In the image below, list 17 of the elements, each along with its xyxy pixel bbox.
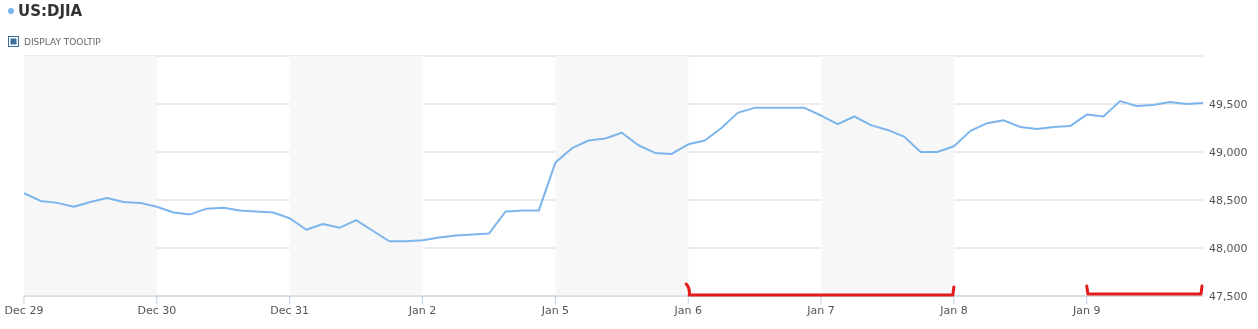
y-tick-label: 49,000 — [1209, 145, 1248, 159]
x-tick-label: Dec 31 — [270, 303, 310, 317]
x-tick-label: Jan 5 — [540, 303, 570, 317]
y-tick-label: 49,500 — [1209, 97, 1248, 111]
legend-label: US:DJIA — [18, 2, 83, 20]
x-tick-label: Jan 8 — [939, 303, 968, 317]
text: DISPLAY TOOLTIP — [24, 36, 101, 47]
y-tick-label: 47,500 — [1209, 289, 1248, 303]
x-tick-label: Jan 6 — [673, 303, 702, 317]
x-tick-label: Jan 7 — [806, 303, 835, 317]
x-tick-label: Jan 9 — [1072, 303, 1101, 317]
line-series — [24, 100, 1203, 243]
y-tick-label: 48,500 — [1209, 193, 1248, 207]
x-tick-label: Dec 30 — [137, 303, 177, 317]
x-tick-label: Dec 29 — [4, 303, 44, 317]
x-tick-label: Jan 2 — [407, 303, 437, 317]
y-tick-label: 48,000 — [1209, 241, 1248, 255]
